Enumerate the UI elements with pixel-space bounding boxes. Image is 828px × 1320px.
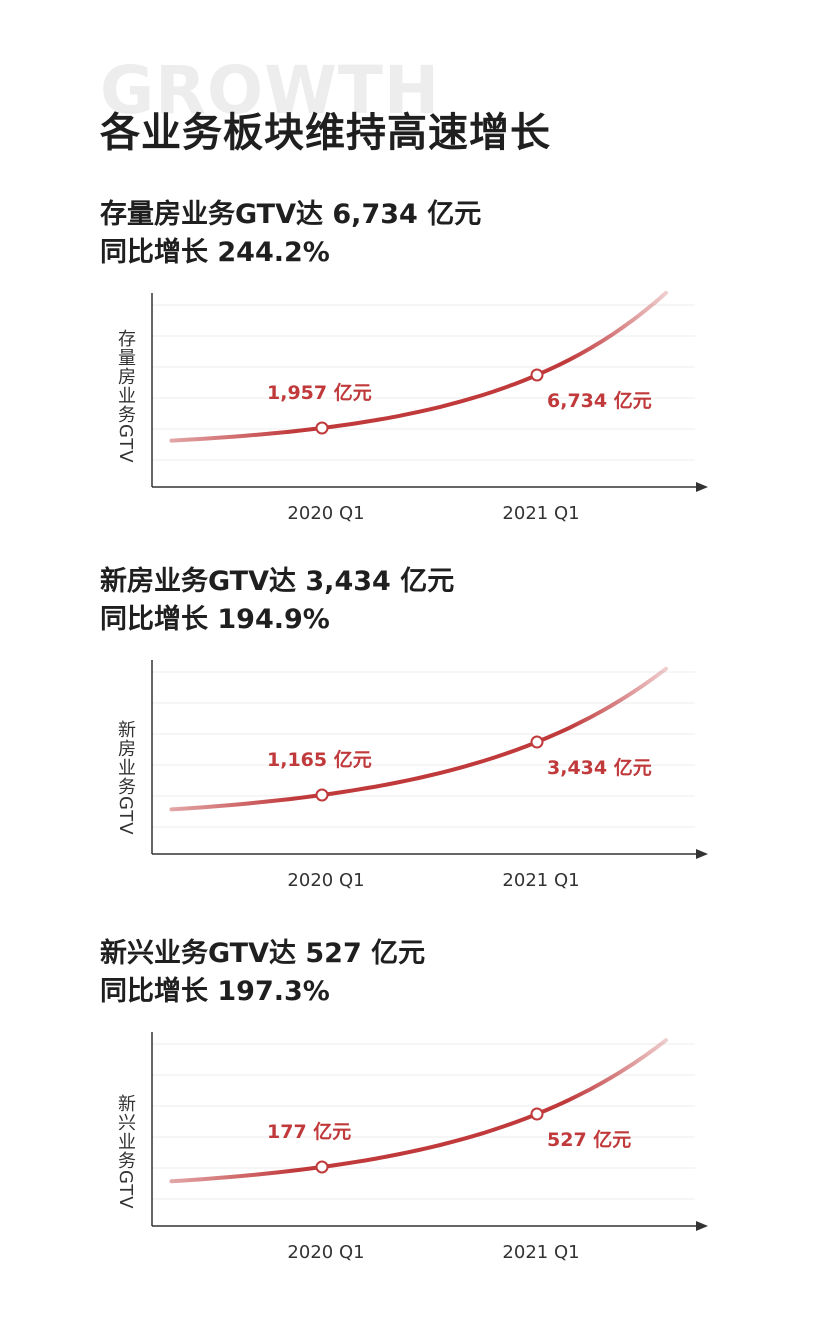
data-label: 3,434 亿元 — [547, 756, 652, 779]
x-tick-label: 2020 Q1 — [287, 503, 364, 524]
data-label: 177 亿元 — [267, 1120, 351, 1143]
data-label: 1,165 亿元 — [267, 748, 372, 771]
data-point — [315, 788, 329, 802]
data-point — [530, 368, 544, 382]
x-tick-label: 2021 Q1 — [502, 870, 579, 891]
data-label: 6,734 亿元 — [547, 389, 652, 412]
heading-line-2: 同比增长 197.3% — [100, 976, 330, 1007]
y-axis-label: 新房业务GTV — [115, 720, 136, 836]
chart-svg: 1,165 亿元 3,434 亿元 2020 Q1 2021 Q1 — [151, 660, 708, 891]
section-heading-emerging: 新兴业务GTV达 527 亿元 同比增长 197.3% — [100, 935, 425, 1011]
x-axis-arrow — [696, 482, 708, 492]
page-title: 各业务板块维持高速增长 — [100, 110, 551, 156]
x-tick-label: 2021 Q1 — [502, 1242, 579, 1263]
x-tick-label: 2020 Q1 — [287, 870, 364, 891]
data-label: 1,957 亿元 — [267, 381, 372, 404]
x-tick-label: 2021 Q1 — [502, 503, 579, 524]
chart-svg: 177 亿元 527 亿元 2020 Q1 2021 Q1 — [151, 1032, 708, 1263]
heading-line-2: 同比增长 244.2% — [100, 237, 330, 268]
series-line — [169, 290, 668, 443]
heading-line-1: 存量房业务GTV达 6,734 亿元 — [100, 199, 482, 230]
heading-line-1: 新房业务GTV达 3,434 亿元 — [100, 566, 455, 597]
data-point — [530, 1107, 544, 1121]
heading-line-2: 同比增长 194.9% — [100, 604, 330, 635]
chart-svg: 1,957 亿元 6,734 亿元 2020 Q1 2021 Q1 — [151, 290, 708, 524]
series-line — [169, 666, 668, 812]
y-axis-label: 新兴业务GTV — [115, 1094, 136, 1210]
y-axis-label: 存量房业务GTV — [115, 329, 136, 464]
series-line — [169, 1038, 668, 1184]
section-heading-new-home: 新房业务GTV达 3,434 亿元 同比增长 194.9% — [100, 563, 454, 639]
section-heading-existing: 存量房业务GTV达 6,734 亿元 同比增长 244.2% — [100, 196, 481, 272]
x-axis-arrow — [696, 849, 708, 859]
data-point — [530, 735, 544, 749]
x-tick-label: 2020 Q1 — [287, 1242, 364, 1263]
watermark-text: GROWTH — [100, 52, 441, 129]
chart-new-home-gtv: 1,165 亿元 3,434 亿元 2020 Q1 2021 Q1 新房业务GTV — [100, 650, 740, 900]
x-axis-arrow — [696, 1221, 708, 1231]
chart-existing-gtv: 1,957 亿元 6,734 亿元 2020 Q1 2021 Q1 存量房业务GTV — [100, 283, 740, 533]
data-point — [315, 1160, 329, 1174]
chart-emerging-gtv: 177 亿元 527 亿元 2020 Q1 2021 Q1 新兴业务GTV — [100, 1022, 740, 1272]
heading-line-1: 新兴业务GTV达 527 亿元 — [100, 938, 426, 969]
data-point — [315, 421, 329, 435]
data-label: 527 亿元 — [547, 1128, 631, 1151]
